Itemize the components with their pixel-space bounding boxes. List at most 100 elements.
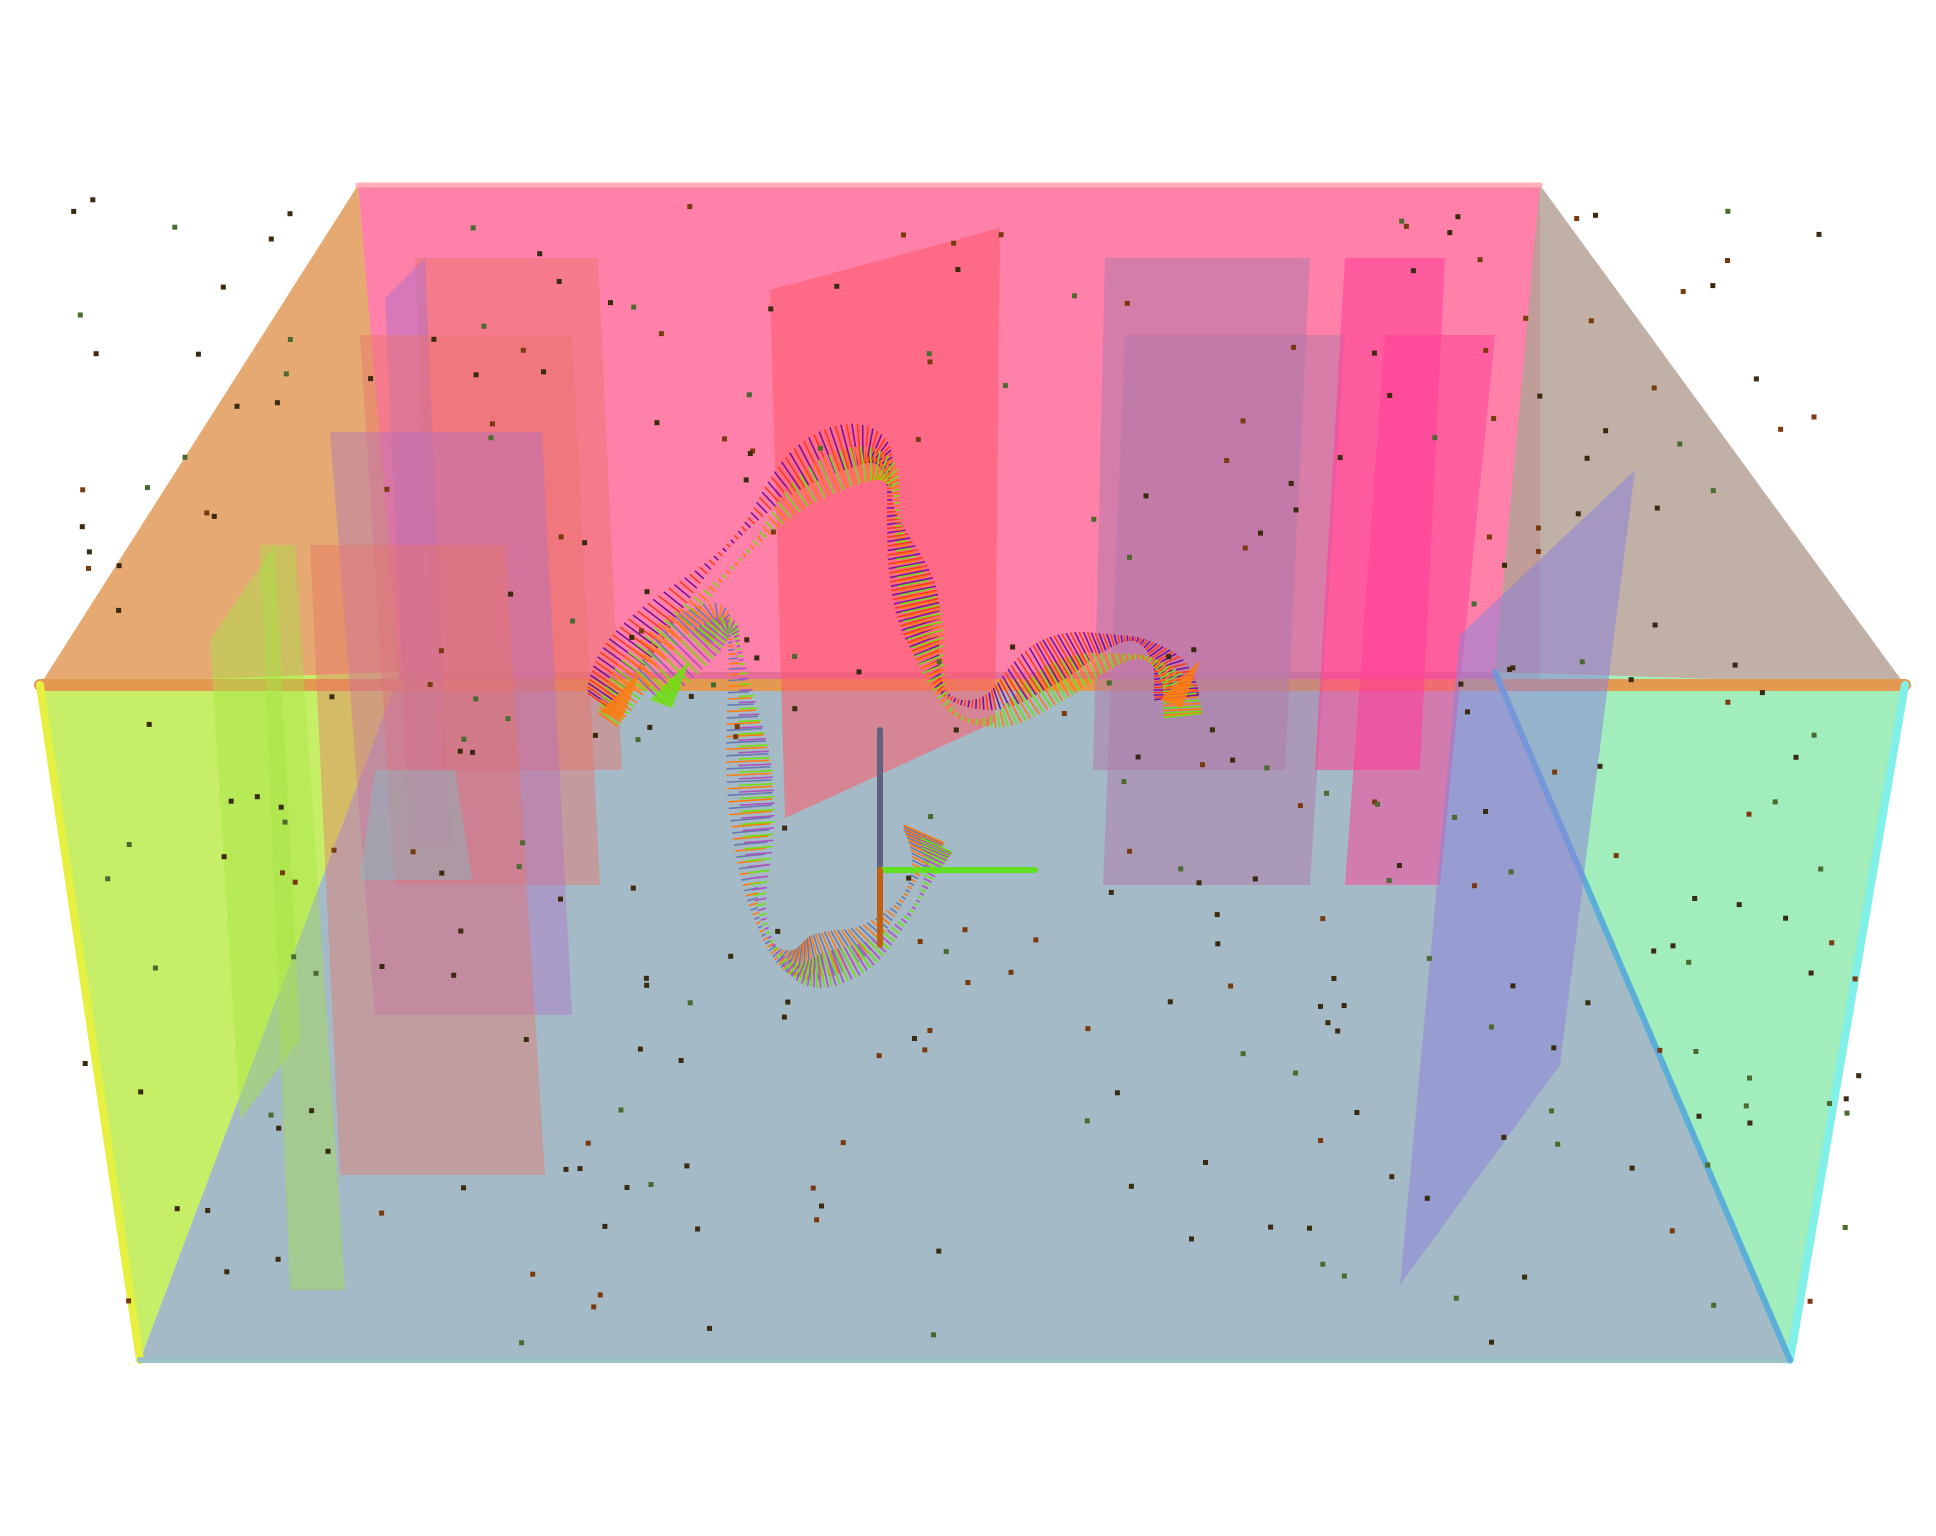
particle	[146, 721, 152, 727]
particle	[1010, 644, 1016, 650]
particle	[254, 794, 260, 800]
particle	[280, 870, 285, 876]
particle	[630, 885, 636, 891]
particle	[1551, 1045, 1557, 1051]
particle	[1307, 1225, 1312, 1231]
particle	[224, 1269, 230, 1275]
particle	[746, 392, 752, 398]
panel-12	[1345, 335, 1495, 885]
particle	[205, 1208, 211, 1213]
particle	[368, 376, 374, 382]
particle	[379, 964, 385, 969]
particle	[631, 304, 637, 310]
particle	[1143, 493, 1149, 499]
particle	[770, 529, 776, 535]
particle	[461, 1185, 466, 1191]
particle	[1325, 1020, 1331, 1026]
particle	[537, 251, 543, 257]
particle	[275, 1256, 281, 1262]
particle	[77, 312, 83, 318]
particle	[585, 1140, 591, 1146]
particle	[291, 954, 297, 960]
particle	[195, 351, 201, 357]
particle	[1535, 549, 1541, 554]
left-top-wall	[40, 185, 400, 685]
particle	[1783, 915, 1789, 921]
particle	[1711, 1302, 1717, 1308]
particle	[508, 591, 514, 597]
right-wall	[1495, 672, 1905, 1360]
particle	[204, 510, 210, 516]
panel-7	[260, 545, 345, 1290]
particle	[558, 896, 563, 902]
panel-8	[770, 228, 1000, 818]
particle	[917, 939, 923, 944]
particle	[1852, 976, 1858, 982]
particle	[1483, 347, 1489, 353]
particle	[711, 682, 716, 688]
left-front-edge	[36, 681, 144, 1364]
particle	[278, 804, 284, 810]
particle	[1106, 680, 1112, 686]
panel-13	[1400, 470, 1635, 1285]
particle	[1203, 1160, 1208, 1165]
particle	[1651, 385, 1657, 391]
particle	[1585, 1000, 1591, 1006]
particle	[768, 306, 774, 312]
particle	[792, 653, 798, 659]
particle	[936, 1248, 942, 1254]
particle	[1297, 803, 1303, 809]
particle	[1033, 937, 1039, 943]
particle	[1746, 811, 1752, 817]
particle	[234, 403, 240, 409]
particle	[458, 928, 464, 934]
particle-cloud	[71, 197, 1862, 1346]
particle	[1196, 880, 1202, 886]
particle	[1483, 809, 1488, 814]
particle	[1807, 1298, 1813, 1304]
particle	[79, 524, 85, 530]
particle	[792, 706, 798, 712]
particle	[481, 323, 487, 329]
particle	[1669, 1228, 1675, 1234]
particle	[1318, 1138, 1324, 1143]
particle	[268, 1112, 274, 1118]
particle	[427, 682, 433, 687]
particle	[530, 1271, 536, 1277]
particle	[927, 359, 933, 365]
particle	[1471, 601, 1477, 607]
particle	[1061, 711, 1067, 716]
panel-1	[415, 258, 622, 770]
particle	[775, 928, 781, 934]
particle	[126, 1298, 132, 1304]
particle	[309, 1108, 315, 1114]
particle	[951, 240, 957, 246]
panel-10	[1103, 335, 1345, 885]
particle	[1510, 983, 1516, 989]
particle	[490, 421, 495, 427]
particle	[1386, 878, 1392, 883]
right-front-edge	[1786, 681, 1909, 1364]
particle	[558, 534, 564, 540]
particle	[1453, 1295, 1459, 1301]
particle	[1191, 647, 1197, 653]
particle	[1552, 769, 1558, 775]
particle	[1209, 727, 1215, 733]
particle	[470, 225, 476, 231]
particle	[647, 724, 653, 730]
particle	[577, 1166, 583, 1172]
particle	[1657, 1047, 1663, 1053]
particle	[211, 513, 217, 519]
particle	[519, 1340, 525, 1346]
particle	[172, 224, 178, 230]
particle	[597, 1292, 603, 1298]
particle	[1818, 866, 1824, 872]
particle	[1696, 1113, 1702, 1119]
particle	[810, 1185, 816, 1191]
particle	[618, 1107, 624, 1113]
particle	[922, 1047, 928, 1053]
particle	[1166, 654, 1172, 660]
particle	[1288, 480, 1294, 486]
